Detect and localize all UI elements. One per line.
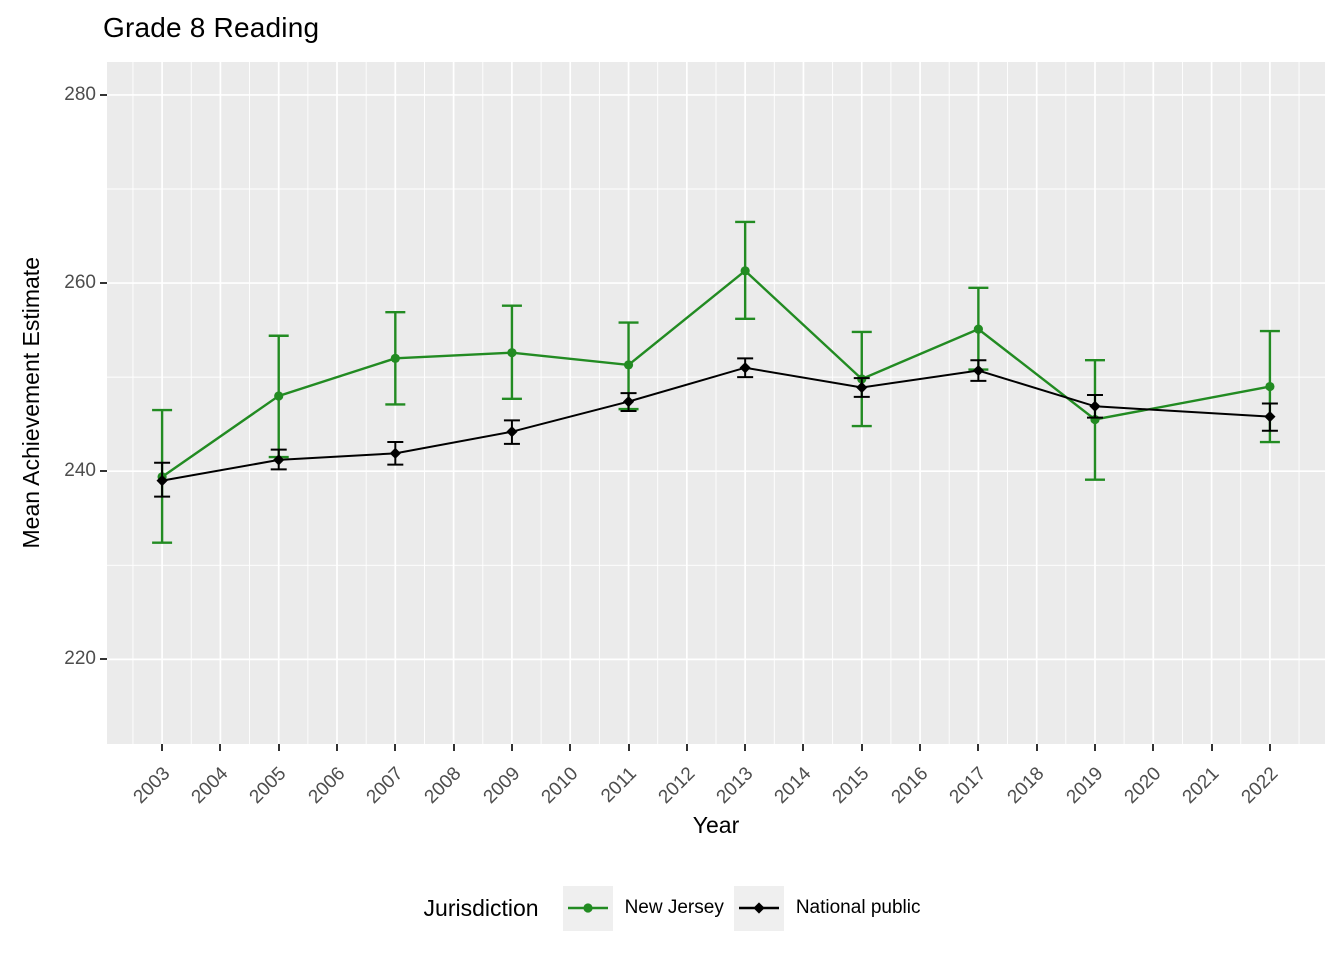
y-tick-mark	[100, 470, 107, 473]
data-point[interactable]	[856, 381, 868, 394]
y-tick-label: 220	[64, 648, 96, 670]
data-point[interactable]	[1265, 381, 1275, 392]
data-point[interactable]	[972, 364, 984, 377]
x-tick-label-text: 2011	[596, 763, 641, 807]
x-tick-mark	[1093, 744, 1096, 751]
data-point[interactable]	[389, 447, 401, 459]
data-point[interactable]	[390, 353, 400, 363]
legend-title: Jurisdiction	[423, 894, 539, 921]
data-point[interactable]	[1089, 400, 1101, 412]
data-point[interactable]	[507, 348, 517, 358]
data-point[interactable]	[274, 391, 284, 401]
legend-label: National public	[795, 897, 921, 918]
x-tick-label-text: 2015	[829, 763, 874, 808]
x-tick-mark	[1152, 744, 1155, 751]
legend-key	[562, 885, 613, 931]
x-tick-mark	[802, 744, 805, 751]
x-tick-label-text: 2008	[420, 763, 466, 808]
data-point[interactable]	[1264, 411, 1276, 423]
y-tick-mark	[100, 93, 107, 96]
legend: Jurisdiction New Jersey National public	[0, 878, 1344, 938]
x-tick-mark	[452, 744, 455, 751]
legend-circle-marker-icon	[567, 903, 608, 913]
x-tick-label-text: 2021	[1178, 763, 1224, 808]
y-tick-label: 260	[64, 272, 96, 294]
x-tick-mark	[161, 744, 164, 751]
chart-title: Grade 8 Reading	[103, 12, 320, 43]
x-tick-label-text: 2006	[304, 763, 350, 808]
y-tick-label: 240	[64, 460, 96, 482]
x-axis-title: Year	[692, 812, 740, 838]
x-tick-mark	[219, 744, 222, 751]
data-point[interactable]	[506, 426, 518, 438]
data-point[interactable]	[623, 360, 634, 370]
x-tick-mark	[1268, 744, 1271, 751]
x-tick-mark	[685, 744, 688, 751]
data-point[interactable]	[622, 395, 635, 408]
x-tick-label-text: 2013	[712, 763, 758, 808]
y-tick-mark	[100, 282, 107, 285]
x-tick-label-text: 2016	[887, 763, 933, 808]
y-tick-label: 280	[64, 83, 96, 105]
series-line-national-public	[161, 366, 1270, 482]
x-tick-mark	[744, 744, 747, 751]
plot-area-svg	[107, 62, 1325, 744]
legend-item-new-jersey[interactable]: New Jersey	[562, 885, 724, 931]
x-tick-label-text: 2007	[362, 763, 408, 808]
plot-panel	[107, 62, 1325, 744]
y-axis-title-text: Mean Achievement Estimate	[17, 257, 44, 549]
x-tick-label-text: 2018	[1003, 763, 1049, 808]
legend-item-national-public[interactable]: National public	[733, 885, 921, 931]
y-axis-title: Mean Achievement Estimate	[14, 62, 48, 744]
data-point[interactable]	[156, 475, 168, 487]
x-tick-mark	[336, 744, 338, 751]
x-tick-mark	[860, 744, 863, 751]
x-tick-label-text: 2019	[1062, 763, 1108, 808]
x-tick-mark	[1210, 744, 1213, 751]
legend-label: New Jersey	[624, 897, 724, 918]
x-tick-mark	[627, 744, 630, 751]
x-tick-label-text: 2017	[945, 763, 991, 808]
x-tick-label-text: 2010	[537, 763, 583, 808]
series-line-new-jersey	[161, 269, 1271, 478]
x-tick-label-text: 2005	[246, 763, 291, 808]
data-point[interactable]	[739, 362, 751, 374]
legend-diamond-marker-icon	[738, 902, 779, 914]
x-tick-label-text: 2009	[479, 763, 524, 808]
x-tick-label-text: 2012	[654, 763, 699, 808]
x-tick-label-text: 2020	[1120, 763, 1166, 808]
x-tick-mark	[977, 744, 980, 751]
x-tick-label-text: 2004	[187, 763, 233, 808]
data-point[interactable]	[740, 266, 750, 276]
x-tick-label-text: 2022	[1237, 763, 1282, 808]
x-tick-label-text: 2014	[770, 763, 816, 808]
x-tick-mark	[394, 744, 397, 751]
x-tick-mark	[510, 744, 513, 751]
x-tick-label-text: 2003	[129, 763, 175, 808]
x-tick-mark	[277, 744, 280, 751]
x-tick-mark	[1035, 744, 1038, 751]
legend-items: New Jersey National public	[553, 885, 921, 931]
x-tick-mark	[569, 744, 572, 751]
legend-key	[733, 885, 784, 931]
data-point[interactable]	[973, 324, 983, 334]
y-tick-mark	[100, 658, 107, 661]
x-tick-mark	[919, 744, 922, 751]
